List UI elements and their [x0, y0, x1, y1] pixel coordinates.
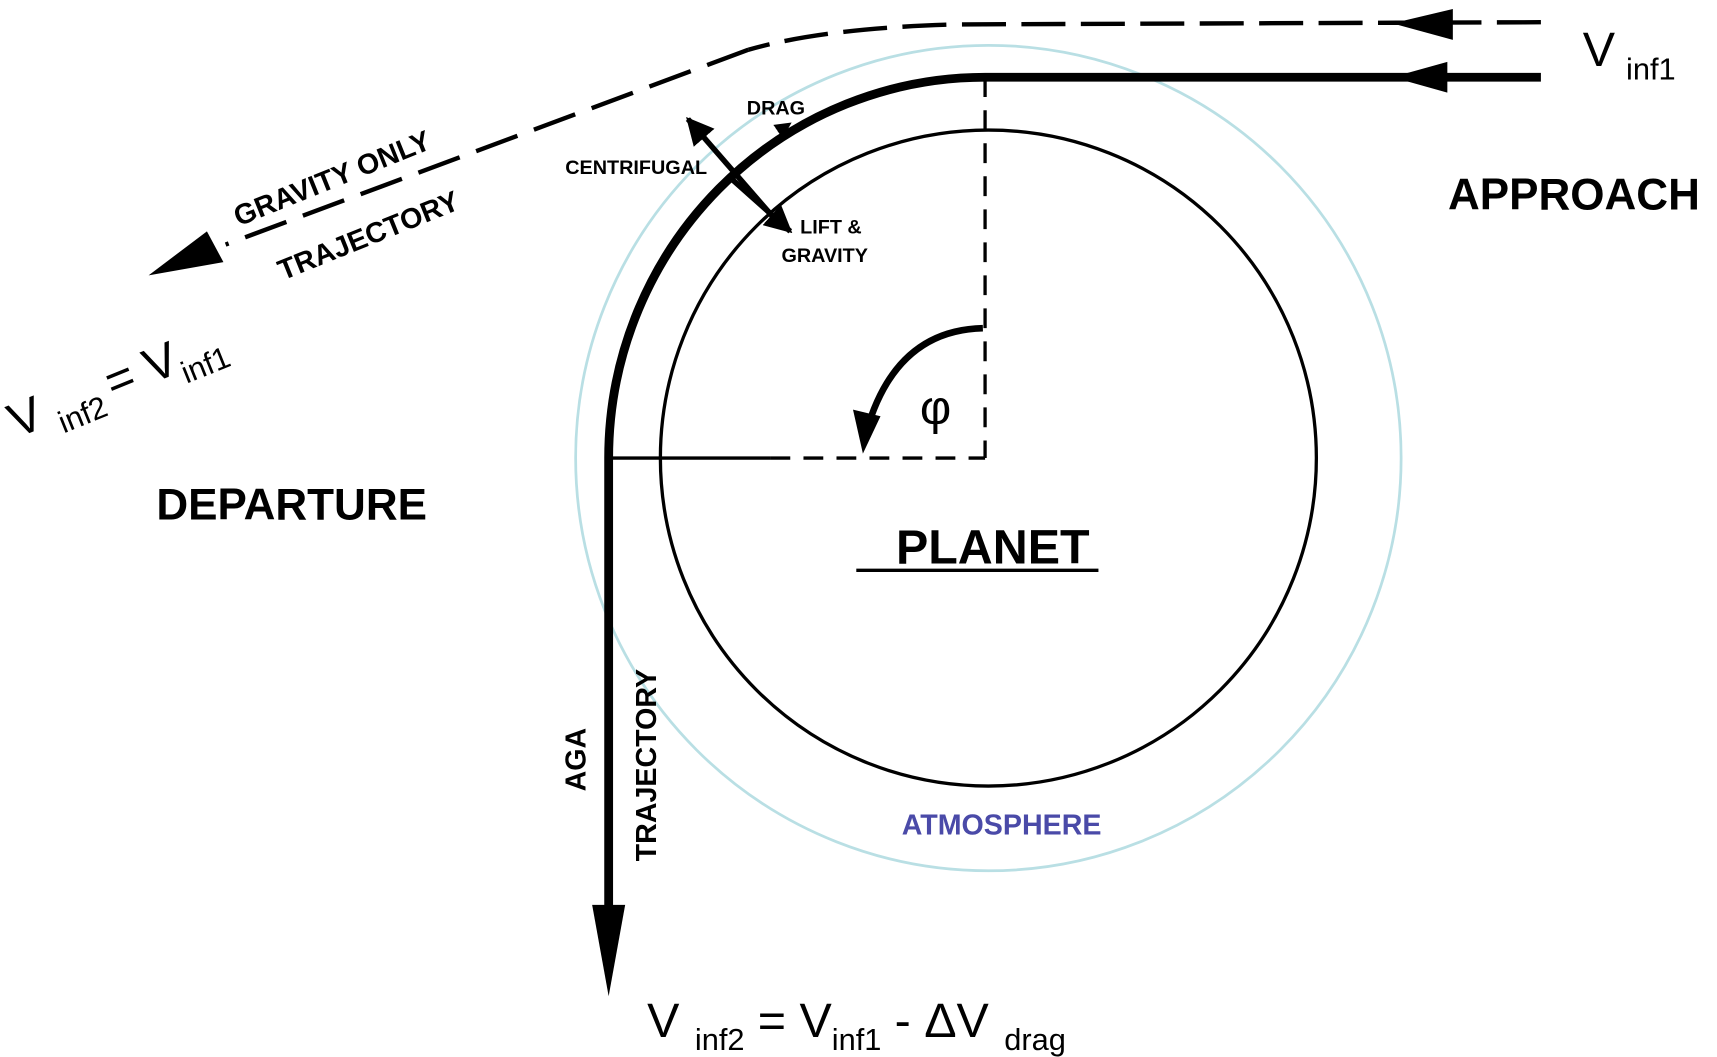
trajectory-label: TRAJECTORY [631, 669, 663, 861]
symbol: = V [758, 994, 833, 1048]
symbol: - ΔV [895, 994, 990, 1048]
arrowhead [1392, 8, 1453, 40]
drag-arrow [756, 122, 792, 147]
gravity-trajectory [747, 20, 1541, 52]
symbol: V [647, 994, 680, 1048]
force-label: GRAVITY [781, 245, 868, 267]
arrowhead [148, 231, 224, 276]
subscript: inf1 [1626, 51, 1676, 86]
lift-arrow [726, 174, 793, 234]
arrowhead [592, 904, 626, 997]
force-label: DRAG [747, 98, 805, 120]
subscript: inf2 [695, 1022, 745, 1057]
trajectory-label: AGA [561, 728, 593, 792]
symbol: V [1583, 23, 1616, 77]
atmosphere-label: ATMOSPHERE [902, 809, 1102, 841]
departure-label: DEPARTURE [156, 481, 427, 530]
force-label: LIFT & [800, 217, 862, 239]
subscript: drag [1004, 1022, 1066, 1057]
aga-trajectory [604, 72, 1541, 958]
force-label: CENTRIFUGAL [565, 157, 707, 179]
atmosphere-circle [574, 43, 1403, 873]
arrowhead [1392, 61, 1448, 93]
gravity-trajectory [224, 47, 750, 247]
angle-label: φ [920, 381, 951, 435]
arrowhead [852, 409, 881, 454]
planet-label: PLANET [896, 521, 1090, 575]
subscript: inf1 [832, 1022, 882, 1057]
approach-label: APPROACH [1448, 170, 1700, 219]
